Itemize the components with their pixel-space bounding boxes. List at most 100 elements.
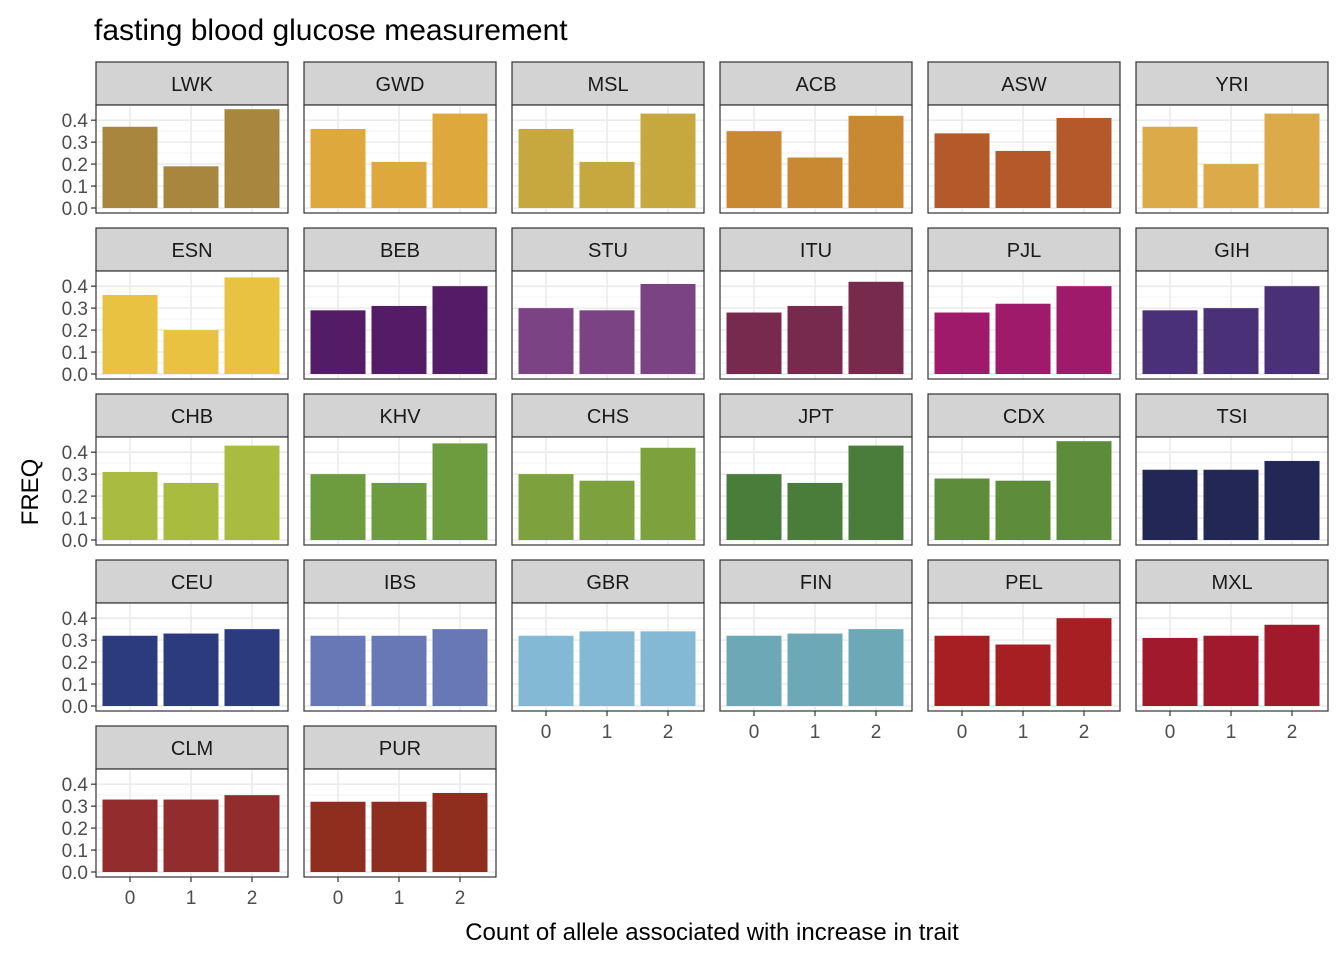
bar-khv-1 (371, 482, 427, 540)
bar-itu-0 (726, 312, 782, 374)
bar-gwd-1 (371, 161, 427, 208)
bar-pjl-1 (995, 303, 1051, 374)
panel-border (1135, 104, 1329, 214)
bar-yri-2 (1264, 113, 1320, 208)
facet-strip (95, 61, 289, 106)
bar-asw-2 (1056, 117, 1112, 208)
facet-strip-label: CEU (171, 572, 213, 594)
bar-gwd-0 (310, 128, 366, 208)
facet-panel-chs: CHS (511, 393, 705, 546)
bar-pel-0 (934, 635, 990, 706)
facet-strip-label: STU (588, 240, 628, 262)
facet-strip-label: PEL (1005, 572, 1043, 594)
x-tick-label: 0 (749, 722, 760, 743)
panel-border (719, 436, 913, 546)
bar-esn-2 (224, 277, 280, 374)
panel-border (511, 270, 705, 380)
x-tick-label: 2 (871, 722, 882, 743)
facet-panel-beb: BEB (303, 227, 497, 380)
bar-lwk-0 (102, 126, 158, 208)
facet-strip-label: ITU (800, 240, 832, 262)
x-tick-label: 0 (125, 888, 136, 909)
facet-strip (719, 559, 913, 604)
facet-strip (95, 227, 289, 272)
bar-jpt-0 (726, 474, 782, 540)
facet-strip-label: MXL (1211, 572, 1252, 594)
y-tick-label: 0.2 (62, 321, 88, 342)
facet-panel-pur: PUR 0 1 2 (303, 725, 497, 909)
bar-pjl-2 (1056, 286, 1112, 374)
panel-border (95, 768, 289, 878)
facet-strip-label: LWK (171, 74, 214, 96)
x-tick-label: 0 (541, 722, 552, 743)
bar-gwd-2 (432, 113, 488, 208)
facet-panel-fin: FIN 0 1 2 (719, 559, 913, 743)
panel-border (95, 436, 289, 546)
facet-strip (95, 393, 289, 438)
panel-border (303, 602, 497, 712)
bar-msl-0 (518, 128, 574, 208)
facet-panel-khv: KHV (303, 393, 497, 546)
x-tick-label: 2 (247, 888, 258, 909)
bar-pur-2 (432, 792, 488, 872)
bar-chb-0 (102, 471, 158, 540)
bar-beb-1 (371, 305, 427, 374)
facet-strip-label: ESN (171, 240, 212, 262)
facet-strip-label: BEB (380, 240, 420, 262)
facet-strip (303, 393, 497, 438)
bar-gbr-0 (518, 635, 574, 706)
y-tick-label: 0.3 (62, 465, 88, 486)
panel-border (303, 436, 497, 546)
facet-strip-label: FIN (800, 572, 832, 594)
facet-panel-msl: MSL (511, 61, 705, 214)
x-tick-label: 1 (810, 722, 821, 743)
x-axis-label: Count of allele associated with increase… (465, 919, 959, 946)
facet-panel-esn: ESN 0.00.10.20.30.4 (62, 227, 289, 386)
bar-chb-1 (163, 482, 219, 540)
facet-strip (511, 227, 705, 272)
bar-clm-2 (224, 795, 280, 872)
panel-border (1135, 436, 1329, 546)
facet-strip-label: GWD (376, 74, 425, 96)
bar-chb-2 (224, 445, 280, 540)
y-axis-label: FREQ (17, 459, 44, 526)
panel-border (719, 270, 913, 380)
bar-esn-0 (102, 294, 158, 374)
panel-border (1135, 602, 1329, 712)
bar-itu-2 (848, 281, 904, 374)
panel-border (511, 104, 705, 214)
facet-strip-label: KHV (379, 406, 421, 428)
bar-lwk-2 (224, 109, 280, 208)
y-tick-label: 0.4 (62, 775, 89, 796)
facet-strip-label: IBS (384, 572, 416, 594)
bar-ceu-1 (163, 633, 219, 706)
bar-cdx-2 (1056, 441, 1112, 540)
facet-strip (303, 61, 497, 106)
facet-strip-label: YRI (1215, 74, 1248, 96)
bar-gih-2 (1264, 286, 1320, 374)
y-tick-label: 0.1 (62, 675, 88, 696)
x-tick-label: 2 (663, 722, 674, 743)
facet-strip (719, 227, 913, 272)
bar-tsi-1 (1203, 469, 1259, 540)
bar-mxl-2 (1264, 624, 1320, 706)
y-tick-label: 0.1 (62, 509, 88, 530)
bar-esn-1 (163, 330, 219, 374)
x-tick-label: 0 (1165, 722, 1176, 743)
facet-panel-lwk: LWK 0.00.10.20.30.4 (62, 61, 289, 220)
facet-strip (303, 227, 497, 272)
x-tick-label: 1 (186, 888, 197, 909)
bar-tsi-2 (1264, 460, 1320, 540)
bar-ibs-2 (432, 629, 488, 706)
facet-panel-gih: GIH (1135, 227, 1329, 380)
facet-panel-tsi: TSI (1135, 393, 1329, 546)
panel-border (719, 104, 913, 214)
bar-acb-0 (726, 131, 782, 208)
x-tick-label: 0 (333, 888, 344, 909)
panel-border (303, 768, 497, 878)
bar-chs-2 (640, 447, 696, 540)
bar-msl-2 (640, 113, 696, 208)
panel-border (95, 104, 289, 214)
panel-border (95, 602, 289, 712)
